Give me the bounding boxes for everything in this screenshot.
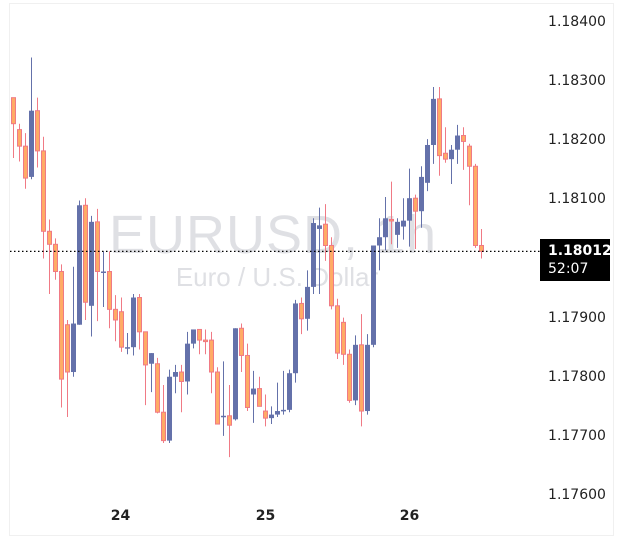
price-tick: 1.17900 xyxy=(548,309,606,326)
time-tick: 26 xyxy=(399,508,420,524)
time-tick: 24 xyxy=(110,508,131,524)
price-tick: 1.17600 xyxy=(548,487,606,503)
bar-countdown: 52:07 xyxy=(548,261,589,278)
chart-plot-area[interactable]: EURUSD, 1h Euro / U.S. Dollar xyxy=(10,4,540,504)
price-tick: 1.18100 xyxy=(548,191,606,208)
price-tick: 1.17700 xyxy=(548,427,606,444)
price-tick: 1.18200 xyxy=(548,132,606,149)
price-tick: 1.18300 xyxy=(548,73,606,90)
price-tick: 1.17800 xyxy=(548,368,606,385)
price-axis[interactable]: 1.18400 1.18300 1.18200 1.18100 1.17900 … xyxy=(540,4,612,504)
time-tick: 25 xyxy=(255,508,276,524)
time-axis[interactable]: 24 25 26 xyxy=(10,508,540,530)
last-price-label: 1.18012 52:07 xyxy=(540,239,612,282)
candlestick-series xyxy=(10,57,540,458)
price-tick: 1.18400 xyxy=(548,14,606,30)
last-price-value: 1.18012 xyxy=(548,243,612,260)
